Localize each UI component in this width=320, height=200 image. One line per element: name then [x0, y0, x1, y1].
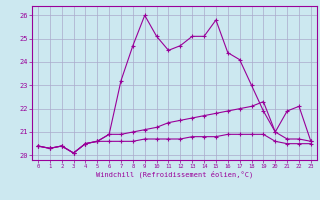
X-axis label: Windchill (Refroidissement éolien,°C): Windchill (Refroidissement éolien,°C): [96, 171, 253, 178]
